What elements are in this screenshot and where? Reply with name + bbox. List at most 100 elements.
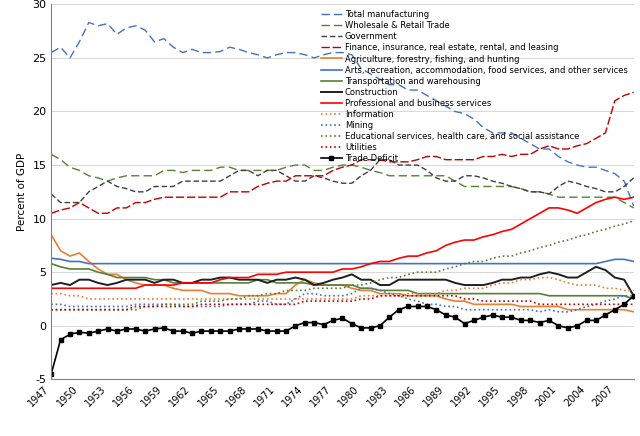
Mining [320,293,328,298]
Trade Deficit [630,293,637,298]
Arts, recreation, accommodation, food services, and other services [47,255,55,261]
Transportation and warehousing [320,283,328,288]
Wholesale & Retail Trade [630,205,637,211]
Construction [451,280,459,286]
Wholesale & Retail Trade [620,200,628,205]
Wholesale & Retail Trade [47,152,55,157]
Finance, insurance, real estate, rental, and leasing [47,211,55,216]
Line: Total manufacturing: Total manufacturing [51,23,634,206]
Wholesale & Retail Trade [207,168,215,173]
Transportation and warehousing [207,280,215,286]
Government [329,178,337,184]
Professional and business services [620,197,628,202]
Mining [207,304,215,309]
Transportation and warehousing [226,280,234,286]
Agriculture, forestry, fishing, and hunting [320,283,328,288]
Legend: Total manufacturing, Wholesale & Retail Trade, Government, Finance, insurance, r: Total manufacturing, Wholesale & Retail … [317,7,631,167]
Construction [226,275,234,280]
Government [236,168,243,173]
Government [47,191,55,197]
Total manufacturing [461,111,468,116]
Utilities [461,296,468,302]
Educational services, health care, and social assistance [47,307,55,312]
Arts, recreation, accommodation, food services, and other services [216,261,224,266]
Line: Trade Deficit: Trade Deficit [49,294,636,376]
Mining [226,302,234,307]
Arts, recreation, accommodation, food services, and other services [620,257,628,262]
Arts, recreation, accommodation, food services, and other services [461,261,468,266]
Information [47,291,55,296]
Line: Educational services, health care, and social assistance: Educational services, health care, and s… [51,221,634,310]
Government [376,157,384,162]
Information [329,296,337,302]
Trade Deficit [320,322,328,327]
Professional and business services [226,275,234,280]
Educational services, health care, and social assistance [451,264,459,269]
Total manufacturing [630,203,637,208]
Arts, recreation, accommodation, food services, and other services [329,261,337,266]
Construction [592,264,600,269]
Arts, recreation, accommodation, food services, and other services [236,261,243,266]
Total manufacturing [216,49,224,54]
Mining [536,309,543,314]
Government [57,200,65,205]
Agriculture, forestry, fishing, and hunting [451,299,459,304]
Total manufacturing [85,20,93,25]
Government [470,173,477,178]
Utilities [339,299,346,304]
Information [536,275,543,280]
Line: Construction: Construction [51,267,634,296]
Professional and business services [611,194,619,200]
Trade Deficit [451,314,459,320]
Finance, insurance, real estate, rental, and leasing [630,89,637,95]
Construction [630,293,637,298]
Construction [620,277,628,282]
Arts, recreation, accommodation, food services, and other services [630,259,637,264]
Line: Agriculture, forestry, fishing, and hunting: Agriculture, forestry, fishing, and hunt… [51,235,634,312]
Construction [47,283,55,288]
Finance, insurance, real estate, rental, and leasing [320,173,328,178]
Information [461,286,468,291]
Utilities [47,307,55,312]
Utilities [376,293,384,298]
Line: Transportation and warehousing: Transportation and warehousing [51,264,634,299]
Agriculture, forestry, fishing, and hunting [339,283,346,288]
Construction [339,275,346,280]
Mining [630,293,637,298]
Professional and business services [451,239,459,245]
Educational services, health care, and social assistance [339,286,346,291]
Educational services, health care, and social assistance [226,296,234,302]
Educational services, health care, and social assistance [207,299,215,304]
Total manufacturing [348,52,356,57]
Information [216,296,224,302]
Line: Government: Government [51,160,634,203]
Total manufacturing [47,50,55,55]
Educational services, health care, and social assistance [320,286,328,291]
Government [620,184,628,189]
Mining [47,302,55,307]
Information [348,296,356,302]
Information [630,288,637,293]
Utilities [207,302,215,307]
Transportation and warehousing [620,293,628,298]
Trade Deficit [47,371,55,377]
Transportation and warehousing [339,283,346,288]
Line: Finance, insurance, real estate, rental, and leasing: Finance, insurance, real estate, rental,… [51,92,634,213]
Wholesale & Retail Trade [320,168,328,173]
Agriculture, forestry, fishing, and hunting [47,232,55,237]
Agriculture, forestry, fishing, and hunting [620,307,628,312]
Utilities [320,299,328,304]
Information [85,296,93,302]
Line: Arts, recreation, accommodation, food services, and other services: Arts, recreation, accommodation, food se… [51,258,634,264]
Trade Deficit [620,302,628,307]
Line: Mining: Mining [51,288,634,312]
Y-axis label: Percent of GDP: Percent of GDP [17,153,27,231]
Professional and business services [339,266,346,272]
Utilities [630,302,637,307]
Government [630,175,637,181]
Line: Professional and business services: Professional and business services [51,197,634,288]
Total manufacturing [620,178,628,184]
Professional and business services [47,286,55,291]
Total manufacturing [329,50,337,55]
Line: Utilities: Utilities [51,296,634,310]
